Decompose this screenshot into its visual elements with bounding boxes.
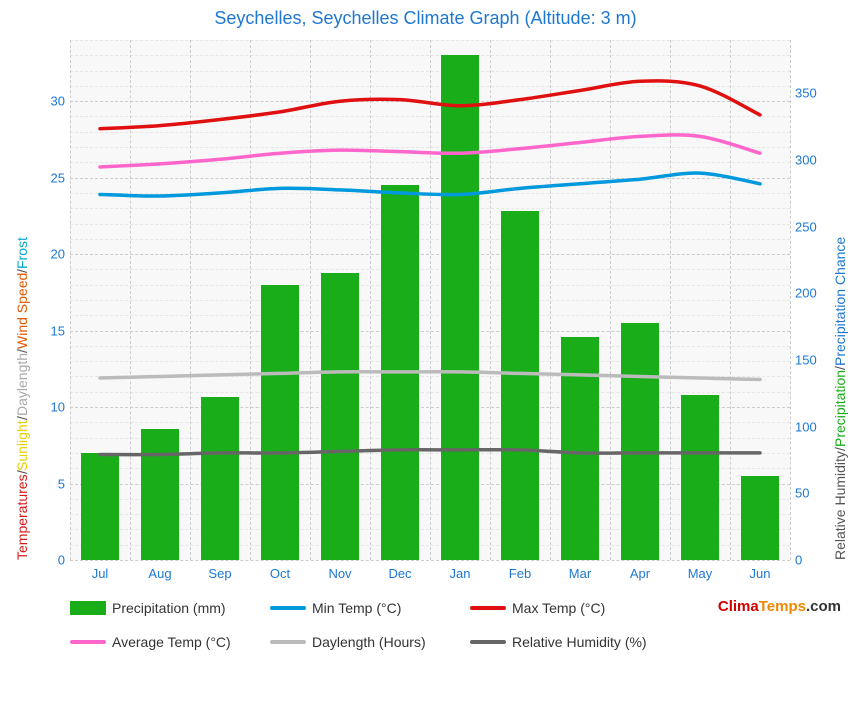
x-tick-month: Sep: [208, 566, 231, 581]
watermark-part2: Temps: [759, 598, 806, 615]
climate-chart: Seychelles, Seychelles Climate Graph (Al…: [0, 0, 851, 719]
legend-label: Relative Humidity (%): [512, 634, 647, 650]
precipitation-bar: [621, 323, 658, 560]
x-tick-month: Dec: [388, 566, 411, 581]
precipitation-bar: [201, 397, 238, 560]
legend-item: Daylength (Hours): [270, 634, 470, 650]
y-right-tick: 50: [795, 486, 809, 501]
y-left-tick: 30: [51, 94, 65, 109]
precipitation-bar: [741, 476, 778, 560]
watermark: ClimaTemps.com: [718, 598, 841, 615]
y-axis-left-label: Temperatures/ Sunlight/ Daylength/ Wind …: [12, 40, 32, 560]
legend-swatch-line: [470, 606, 506, 610]
x-tick-month: Jun: [750, 566, 771, 581]
precipitation-bar: [441, 55, 478, 560]
y-right-tick: 200: [795, 286, 817, 301]
y-axis-right-label: Relative Humidity/ Precipitation/ Precip…: [830, 40, 850, 560]
precipitation-bar: [321, 273, 358, 560]
y-left-tick: 20: [51, 247, 65, 262]
legend-item: Precipitation (mm): [70, 600, 270, 616]
y-left-tick: 10: [51, 400, 65, 415]
x-tick-month: Jan: [450, 566, 471, 581]
chart-title: Seychelles, Seychelles Climate Graph (Al…: [0, 8, 851, 29]
legend-swatch-bar: [70, 601, 106, 615]
x-tick-month: Oct: [270, 566, 290, 581]
y-left-tick: 25: [51, 170, 65, 185]
legend-item: Max Temp (°C): [470, 600, 670, 616]
legend-swatch-line: [270, 606, 306, 610]
y-right-tick: 100: [795, 419, 817, 434]
y-right-tick: 150: [795, 353, 817, 368]
x-tick-month: Apr: [630, 566, 650, 581]
legend-item: Min Temp (°C): [270, 600, 470, 616]
legend-item: Relative Humidity (%): [470, 634, 670, 650]
y-left-tick: 15: [51, 323, 65, 338]
watermark-part1: Clima: [718, 598, 759, 615]
x-tick-month: Nov: [328, 566, 351, 581]
legend-swatch-line: [270, 640, 306, 644]
chart-legend: Precipitation (mm) Min Temp (°C) Max Temp …: [70, 600, 790, 668]
precipitation-bar: [381, 185, 418, 560]
watermark-part3: .com: [806, 598, 841, 615]
legend-item: Average Temp (°C): [70, 634, 270, 650]
legend-label: Precipitation (mm): [112, 600, 226, 616]
x-tick-month: Feb: [509, 566, 531, 581]
legend-swatch-line: [70, 640, 106, 644]
precipitation-bar: [81, 453, 118, 560]
y-right-tick: 250: [795, 219, 817, 234]
y-left-tick: 0: [58, 553, 65, 568]
legend-label: Max Temp (°C): [512, 600, 605, 616]
y-right-tick: 300: [795, 153, 817, 168]
precipitation-bar: [681, 395, 718, 560]
legend-label: Daylength (Hours): [312, 634, 426, 650]
precipitation-bar: [141, 429, 178, 560]
y-right-tick: 350: [795, 86, 817, 101]
precipitation-bar: [561, 337, 598, 560]
legend-swatch-line: [470, 640, 506, 644]
x-axis: Jul Aug Sep Oct Nov Dec Jan Feb Mar Apr May Jun: [70, 562, 790, 587]
y-axis-right: 050100150200250300350: [790, 40, 825, 560]
x-tick-month: Jul: [92, 566, 109, 581]
precipitation-bar: [261, 285, 298, 560]
precipitation-bar: [501, 211, 538, 560]
x-tick-month: Aug: [148, 566, 171, 581]
x-tick-month: Mar: [569, 566, 591, 581]
legend-label: Min Temp (°C): [312, 600, 401, 616]
y-axis-left: 051015202530: [45, 40, 70, 560]
y-right-tick: 0: [795, 553, 802, 568]
legend-label: Average Temp (°C): [112, 634, 231, 650]
plot-area: [70, 40, 790, 560]
y-left-tick: 5: [58, 476, 65, 491]
x-tick-month: May: [688, 566, 713, 581]
